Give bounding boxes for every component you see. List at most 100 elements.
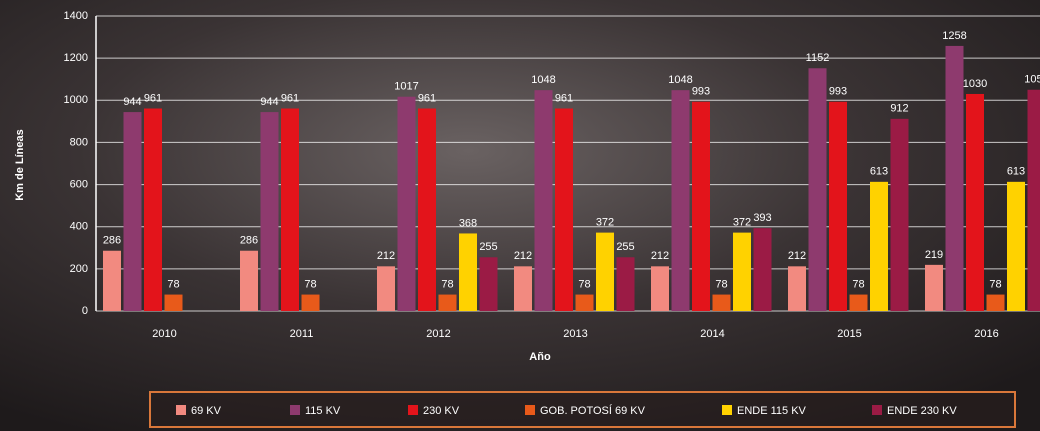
x-tick-label: 2012 (426, 328, 450, 340)
bar (829, 101, 847, 311)
bar (753, 228, 772, 311)
data-label: 372 (733, 217, 751, 229)
data-label: 212 (651, 250, 669, 262)
legend-marker (872, 405, 882, 415)
data-label: 78 (441, 278, 453, 290)
data-label: 78 (167, 278, 179, 290)
data-label: 1258 (942, 30, 966, 42)
bar (945, 45, 964, 312)
data-label: 78 (304, 278, 316, 290)
bar (966, 93, 984, 311)
bar (616, 257, 635, 311)
bar (1027, 89, 1040, 311)
legend-marker (408, 405, 418, 415)
x-tick-label: 2010 (152, 328, 176, 340)
data-label: 993 (692, 86, 710, 98)
y-tick-label: 1000 (64, 94, 88, 106)
bar (240, 250, 258, 311)
data-label: 961 (555, 92, 573, 104)
bar (925, 264, 943, 311)
legend-marker (525, 405, 535, 415)
bar (281, 108, 299, 311)
data-label: 393 (753, 212, 771, 224)
bar (890, 118, 909, 311)
legend-label: ENDE 230 KV (887, 405, 957, 417)
data-label: 78 (852, 278, 864, 290)
data-label: 255 (616, 241, 634, 253)
bar (459, 233, 477, 311)
bar (418, 108, 436, 311)
data-label: 212 (788, 250, 806, 262)
bar (692, 101, 710, 311)
data-label: 944 (123, 96, 141, 108)
legend-label: 69 KV (191, 405, 222, 417)
bar (144, 108, 162, 311)
y-tick-label: 800 (70, 136, 88, 148)
data-label: 1048 (531, 74, 555, 86)
y-tick-label: 600 (70, 178, 88, 190)
x-tick-label: 2013 (563, 328, 587, 340)
data-label: 368 (459, 217, 477, 229)
data-label: 286 (240, 235, 258, 247)
x-tick-label: 2016 (974, 328, 998, 340)
data-label: 1048 (668, 74, 692, 86)
bar (438, 294, 457, 311)
legend-label: 115 KV (305, 405, 341, 417)
data-label: 372 (596, 217, 614, 229)
data-label: 912 (890, 103, 908, 115)
bar (514, 266, 532, 311)
legend-label: 230 KV (423, 405, 460, 417)
bar (301, 294, 320, 311)
bar (712, 294, 731, 311)
bar (555, 108, 573, 311)
x-tick-label: 2014 (700, 328, 724, 340)
data-label: 219 (925, 249, 943, 261)
data-label: 944 (260, 96, 278, 108)
data-label: 212 (514, 250, 532, 262)
bar (164, 294, 183, 311)
data-label: 1152 (806, 52, 830, 64)
y-tick-label: 0 (82, 305, 88, 317)
legend-marker (290, 405, 300, 415)
x-tick-label: 2015 (837, 328, 861, 340)
legend-label: ENDE 115 KV (737, 405, 807, 417)
data-label: 78 (715, 278, 727, 290)
data-label: 1017 (394, 81, 418, 93)
bar (733, 232, 751, 311)
data-label: 993 (829, 86, 847, 98)
data-label: 961 (418, 92, 436, 104)
y-tick-label: 200 (70, 263, 88, 275)
data-label: 255 (479, 241, 497, 253)
bar (788, 266, 806, 311)
data-label: 961 (281, 92, 299, 104)
bar (575, 294, 594, 311)
legend-marker (722, 405, 732, 415)
data-label: 961 (144, 92, 162, 104)
legend-label: GOB. POTOSÍ 69 KV (540, 404, 646, 417)
bar (377, 266, 395, 311)
y-tick-label: 400 (70, 221, 88, 233)
bar (534, 90, 553, 312)
bar (1007, 181, 1025, 311)
y-tick-label: 1400 (64, 10, 88, 22)
y-tick-label: 1200 (64, 52, 88, 64)
bar (260, 112, 279, 311)
data-label: 78 (989, 278, 1001, 290)
bar (397, 96, 416, 311)
bar (986, 294, 1005, 311)
data-label: 286 (103, 235, 121, 247)
data-label: 613 (1007, 166, 1025, 178)
x-tick-label: 2011 (290, 328, 314, 340)
y-axis-label: Km de Líneas (14, 129, 26, 201)
bar (849, 294, 868, 311)
bar (808, 68, 827, 311)
data-label: 212 (377, 250, 395, 262)
data-label: 1030 (963, 78, 987, 90)
bar (651, 266, 669, 311)
bar (596, 232, 614, 311)
data-label: 78 (578, 278, 590, 290)
bar (123, 112, 142, 311)
legend-marker (176, 405, 186, 415)
